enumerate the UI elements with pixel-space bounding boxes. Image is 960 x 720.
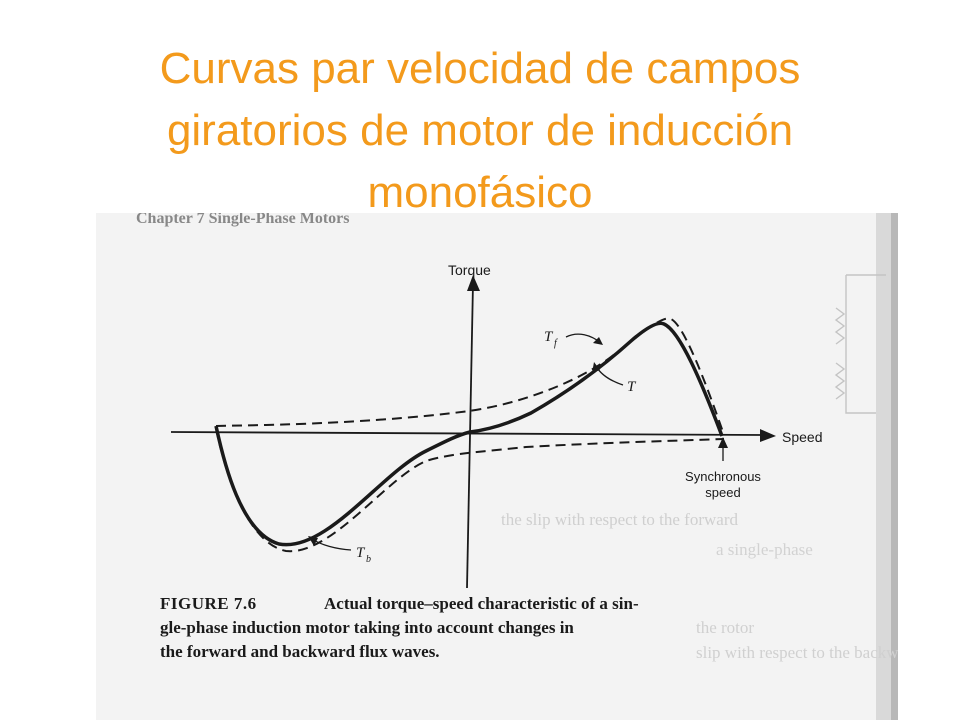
sync-label-line-2: speed xyxy=(705,485,740,500)
page-edge-dark xyxy=(891,213,898,720)
slide-title-line-2: giratorios de motor de inducción xyxy=(166,106,794,155)
caption-line-3: the forward and backward flux waves. xyxy=(160,642,440,661)
forward-torque-label: T xyxy=(544,329,554,345)
slide-title-line-1: Curvas par velocidad de campos xyxy=(159,44,801,93)
caption-line-1: Actual torque–speed characteristic of a … xyxy=(324,594,639,613)
backward-leader-arrowhead xyxy=(308,536,318,546)
speed-axis-arrowhead xyxy=(760,429,776,442)
page-background xyxy=(96,213,898,720)
torque-axis-arrowhead xyxy=(467,275,480,291)
sync-label-line-1: Synchronous xyxy=(685,469,761,484)
faint-circuit-sketch xyxy=(834,274,886,414)
torque-axis-label: Torque xyxy=(448,262,491,278)
caption-line-2: gle-phase induction motor taking into ac… xyxy=(160,618,574,637)
backward-torque-subscript: b xyxy=(366,554,371,565)
running-header: Chapter 7 Single-Phase Motors xyxy=(136,213,349,227)
caption-figure-number: FIGURE 7.6 xyxy=(160,594,257,613)
faint-text-2: a single-phase xyxy=(716,540,813,559)
faint-text-3: the rotor xyxy=(696,618,754,637)
resultant-torque-label: T xyxy=(627,379,637,395)
speed-axis-label: Speed xyxy=(782,429,822,445)
resultant-leader-arrowhead xyxy=(592,362,600,373)
forward-leader-arrowhead xyxy=(593,337,603,345)
faint-text-4: slip with respect to the backward xyxy=(696,643,898,662)
slide-title: Curvas par velocidad de campos giratorio… xyxy=(40,38,920,224)
torque-axis-line xyxy=(466,282,474,589)
faint-text-1: the slip with respect to the forward xyxy=(501,510,738,529)
resultant-torque-curve xyxy=(214,321,724,547)
forward-torque-curve xyxy=(215,317,725,436)
figure-svg: Chapter 7 Single-Phase Motors the slip w… xyxy=(96,213,898,720)
backward-torque-curve xyxy=(215,427,725,553)
forward-torque-subscript: f xyxy=(554,338,558,349)
slide-title-line-3: monofásico xyxy=(367,168,593,217)
scanned-figure: Chapter 7 Single-Phase Motors the slip w… xyxy=(96,213,898,720)
sync-leader-arrowhead xyxy=(718,437,728,448)
backward-torque-label: T xyxy=(356,545,366,561)
